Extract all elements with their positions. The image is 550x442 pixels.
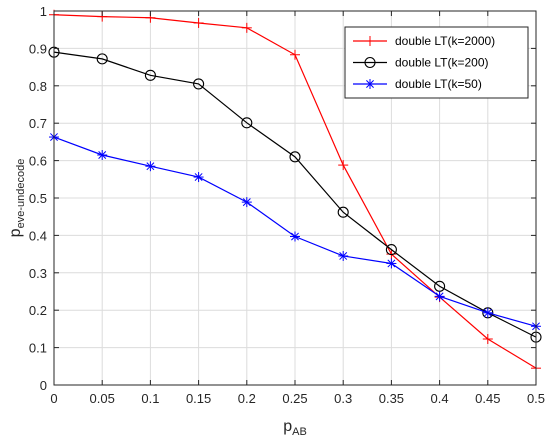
x-tick-label: 0 [50, 391, 57, 406]
ticks: 0 0.05 0.1 0.15 0.2 0.25 0.3 0.35 0.4 0.45 0.5 0 0.1… [29, 4, 545, 406]
y-axis-label: peve-undecode [7, 159, 27, 238]
x-tick-label: 0.3 [334, 391, 352, 406]
marker-stroke [146, 162, 155, 171]
y-tick-label: 0.7 [29, 116, 47, 131]
marker-stroke [483, 308, 492, 317]
legend-marker [365, 36, 375, 46]
legend-item: double LT(k=50) [353, 77, 482, 91]
data-point [145, 161, 156, 172]
data-point [289, 151, 301, 163]
y-tick-label: 0.2 [29, 303, 47, 318]
data-point [482, 307, 493, 318]
legend-label: double LT(k=200) [395, 56, 489, 70]
data-point [482, 333, 493, 344]
data-point [290, 49, 300, 60]
data-point [241, 22, 252, 33]
y-tick-label: 0.1 [29, 341, 47, 356]
x-tick-label: 0.35 [379, 391, 404, 406]
data-point [193, 17, 204, 28]
y-tick-label: 0.8 [29, 79, 47, 94]
data-point [97, 149, 108, 160]
legend-marker [365, 79, 375, 89]
legend-label: double LT(k=50) [395, 77, 482, 91]
marker-stroke [98, 151, 107, 159]
x-axis-label: pAB [283, 418, 307, 438]
y-tick-label: 0.9 [29, 41, 47, 56]
marker-stroke [387, 259, 396, 268]
data-point [386, 258, 397, 269]
data-point [338, 250, 349, 261]
marker-stroke [242, 198, 251, 207]
x-tick-label: 0.45 [475, 391, 500, 406]
y-tick-label: 0.3 [29, 266, 47, 281]
y-tick-label: 1 [40, 4, 47, 19]
y-tick-label: 0.6 [29, 154, 47, 169]
data-point [434, 291, 445, 302]
legend-item: double LT(k=200) [353, 56, 489, 70]
x-tick-label: 0.25 [282, 391, 307, 406]
marker-stroke [339, 252, 348, 260]
data-point [193, 78, 205, 90]
data-point [338, 160, 349, 171]
series-line [53, 51, 537, 338]
series-layer [48, 9, 542, 374]
y-tick-label: 0 [40, 378, 47, 393]
data-point [96, 53, 108, 65]
data-point [144, 69, 156, 81]
series-3 [49, 132, 541, 332]
marker-stroke [366, 80, 374, 88]
x-tick-label: 0.1 [141, 391, 159, 406]
data-point [241, 117, 253, 129]
data-point [385, 244, 397, 256]
legend-label: double LT(k=2000) [395, 34, 495, 48]
x-tick-label: 0.5 [527, 391, 545, 406]
x-tick-label: 0.2 [238, 391, 256, 406]
x-tick-label: 0.15 [186, 391, 211, 406]
legend: double LT(k=2000) double LT(k=200) double … [344, 26, 529, 99]
data-point [290, 231, 300, 242]
legend-marker [364, 56, 376, 69]
data-point [241, 197, 252, 208]
y-tick-label: 0.5 [29, 191, 47, 206]
data-point [337, 206, 349, 218]
legend-item: double LT(k=2000) [353, 34, 495, 48]
marker-stroke [435, 292, 444, 301]
y-tick-label: 0.4 [29, 228, 47, 243]
data-point [193, 172, 204, 183]
marker-stroke [194, 173, 203, 182]
marker-stroke [291, 232, 299, 241]
data-point [434, 280, 446, 292]
x-tick-label: 0.05 [90, 391, 115, 406]
x-tick-label: 0.4 [431, 391, 449, 406]
